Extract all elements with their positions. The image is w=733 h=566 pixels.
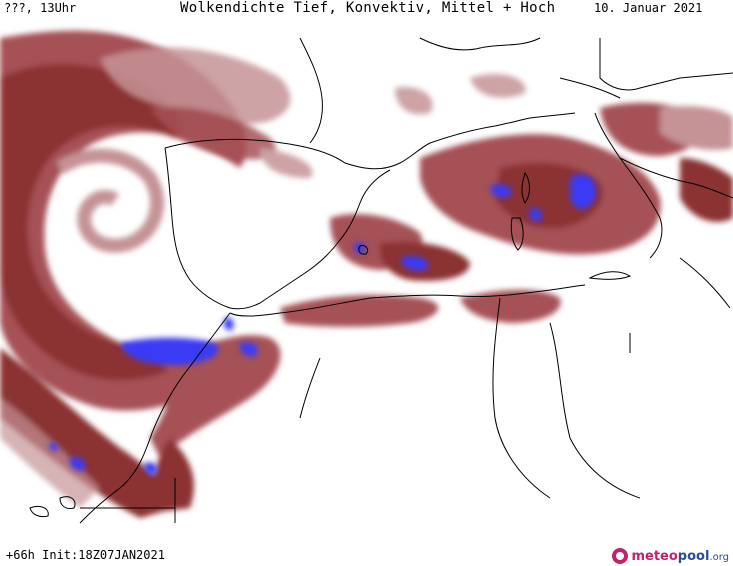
mediterranean-clouds [280,102,733,327]
northern-clouds [100,47,526,178]
logo-text-pool: pool [677,548,710,564]
logo-text: meteopool.org [631,549,729,564]
footer-bar: +66h Init:18Z07JAN2021 meteopool.org [0,540,733,566]
meteopool-logo-icon [612,548,629,564]
init-time-label: +66h Init:18Z07JAN2021 [6,548,165,562]
header-bar: ???, 13Uhr Wolkendichte Tief, Konvektiv,… [0,0,733,16]
valid-date-label: 10. Januar 2021 [594,1,703,15]
run-time-label: ???, 13Uhr [4,1,77,15]
coastlines [29,37,733,524]
logo-text-tld: .org [709,551,729,563]
convective-cells [49,174,596,475]
meteopool-logo[interactable]: meteopool.org [612,546,729,566]
logo-text-meteo: meteo [631,548,678,564]
chart-title: Wolkendichte Tief, Konvektiv, Mittel + H… [180,0,556,16]
cloud-density-map [0,18,733,526]
